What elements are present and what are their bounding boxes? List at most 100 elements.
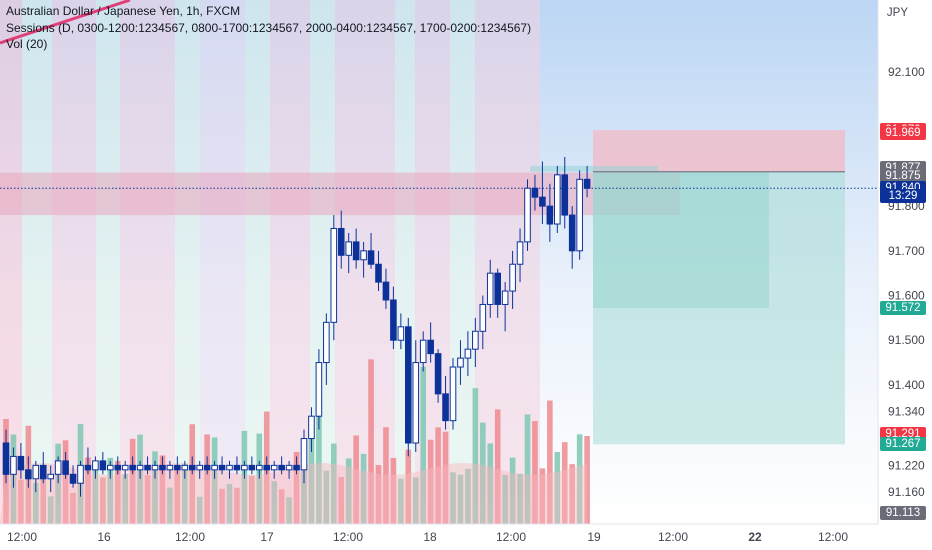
y-tick-label: 91.400 <box>888 378 925 392</box>
candle <box>166 464 174 471</box>
session-band <box>175 0 200 524</box>
x-tick-label: 12:00 <box>658 530 688 544</box>
volume-bar <box>308 429 315 524</box>
candle <box>367 250 375 265</box>
price-tag: 13:29 <box>880 189 926 204</box>
volume-bar <box>122 474 128 524</box>
volume-bar <box>457 474 464 524</box>
candle <box>2 442 10 475</box>
candle <box>405 326 412 444</box>
volume-bar <box>40 475 47 524</box>
volume-indicator[interactable]: Vol (20) <box>6 37 48 51</box>
candle <box>136 464 144 471</box>
volume-bar <box>62 440 69 524</box>
candle <box>457 357 464 368</box>
volume-bar <box>137 434 143 524</box>
candle <box>516 241 524 265</box>
volume-bar <box>129 438 136 524</box>
candle <box>509 263 516 292</box>
volume-bar <box>420 366 426 524</box>
volume-bar <box>360 453 367 524</box>
candle <box>114 464 122 471</box>
candle <box>151 464 159 471</box>
currency-label[interactable]: JPY <box>886 7 908 19</box>
volume-bar <box>144 475 151 524</box>
volume-bar <box>353 435 359 524</box>
y-tick-label: 91.500 <box>888 333 925 347</box>
volume-bar <box>569 464 575 524</box>
x-tick-label: 18 <box>423 530 437 544</box>
volume-bar <box>159 455 166 524</box>
candle <box>25 469 32 480</box>
y-tick-label: 91.340 <box>888 405 925 419</box>
volume-bar <box>487 443 494 524</box>
candle <box>554 174 561 225</box>
candle <box>248 464 256 471</box>
candle <box>69 473 77 484</box>
candle <box>144 464 151 471</box>
symbol-title[interactable]: Australian Dollar / Japanese Yen, 1h, FX… <box>6 4 241 18</box>
volume-bar <box>331 443 337 524</box>
candle <box>218 464 226 471</box>
price-tag: 91.267 <box>880 437 926 452</box>
volume-bar <box>47 496 54 524</box>
candle <box>181 464 189 471</box>
volume-bar <box>211 437 218 524</box>
price-tag: 91.291 <box>880 426 926 441</box>
volume-bar <box>301 457 307 524</box>
candle <box>99 460 107 471</box>
candle <box>121 464 129 471</box>
volume-bar <box>293 451 300 524</box>
candle <box>107 464 114 471</box>
volume-ma <box>0 463 588 524</box>
volume-bar <box>55 443 61 524</box>
volume-bar <box>539 468 546 524</box>
candle <box>77 464 84 484</box>
volume-bar <box>375 465 382 524</box>
candle <box>442 393 449 422</box>
session-band <box>120 0 175 524</box>
candle <box>375 263 382 283</box>
candle <box>92 460 99 471</box>
volume-bar <box>524 414 531 524</box>
volume-bar <box>472 388 479 524</box>
candle <box>159 464 166 471</box>
volume-bar <box>442 431 449 524</box>
volume-bar <box>509 457 516 524</box>
volume-bar <box>502 474 508 524</box>
volume-bar <box>256 433 263 524</box>
candle <box>412 362 420 444</box>
candle <box>256 464 263 471</box>
volume-bar <box>219 488 225 524</box>
session-band <box>450 0 475 524</box>
candle <box>583 178 591 189</box>
partial-target-zone <box>593 171 769 309</box>
x-tick-label: 19 <box>587 530 601 544</box>
volume-bar <box>70 492 76 524</box>
candle <box>345 241 352 256</box>
candle <box>211 464 218 471</box>
candle <box>233 464 241 471</box>
volume-bar <box>561 442 568 524</box>
volume-bar <box>167 487 173 524</box>
volume-bar <box>383 427 389 524</box>
volume-bar <box>249 475 255 524</box>
volume-bar <box>338 476 345 524</box>
volume-bar <box>398 478 404 524</box>
price-axis <box>879 0 932 550</box>
candle <box>531 187 539 198</box>
volume-bar <box>174 470 181 524</box>
volume-bar <box>196 496 203 524</box>
volume-bar <box>368 359 374 524</box>
volume-bar <box>450 472 456 524</box>
candle <box>419 339 427 364</box>
volume-bar <box>554 452 561 524</box>
candle <box>174 464 181 471</box>
x-tick-label: 12:00 <box>175 530 205 544</box>
price-tag: 91.875 <box>880 169 926 184</box>
volume-bar <box>18 479 24 524</box>
volume-bar <box>390 457 397 524</box>
price-tag: 91.572 <box>880 301 926 316</box>
sessions-indicator[interactable]: Sessions (D, 0300-1200:1234567, 0800-170… <box>6 20 532 35</box>
